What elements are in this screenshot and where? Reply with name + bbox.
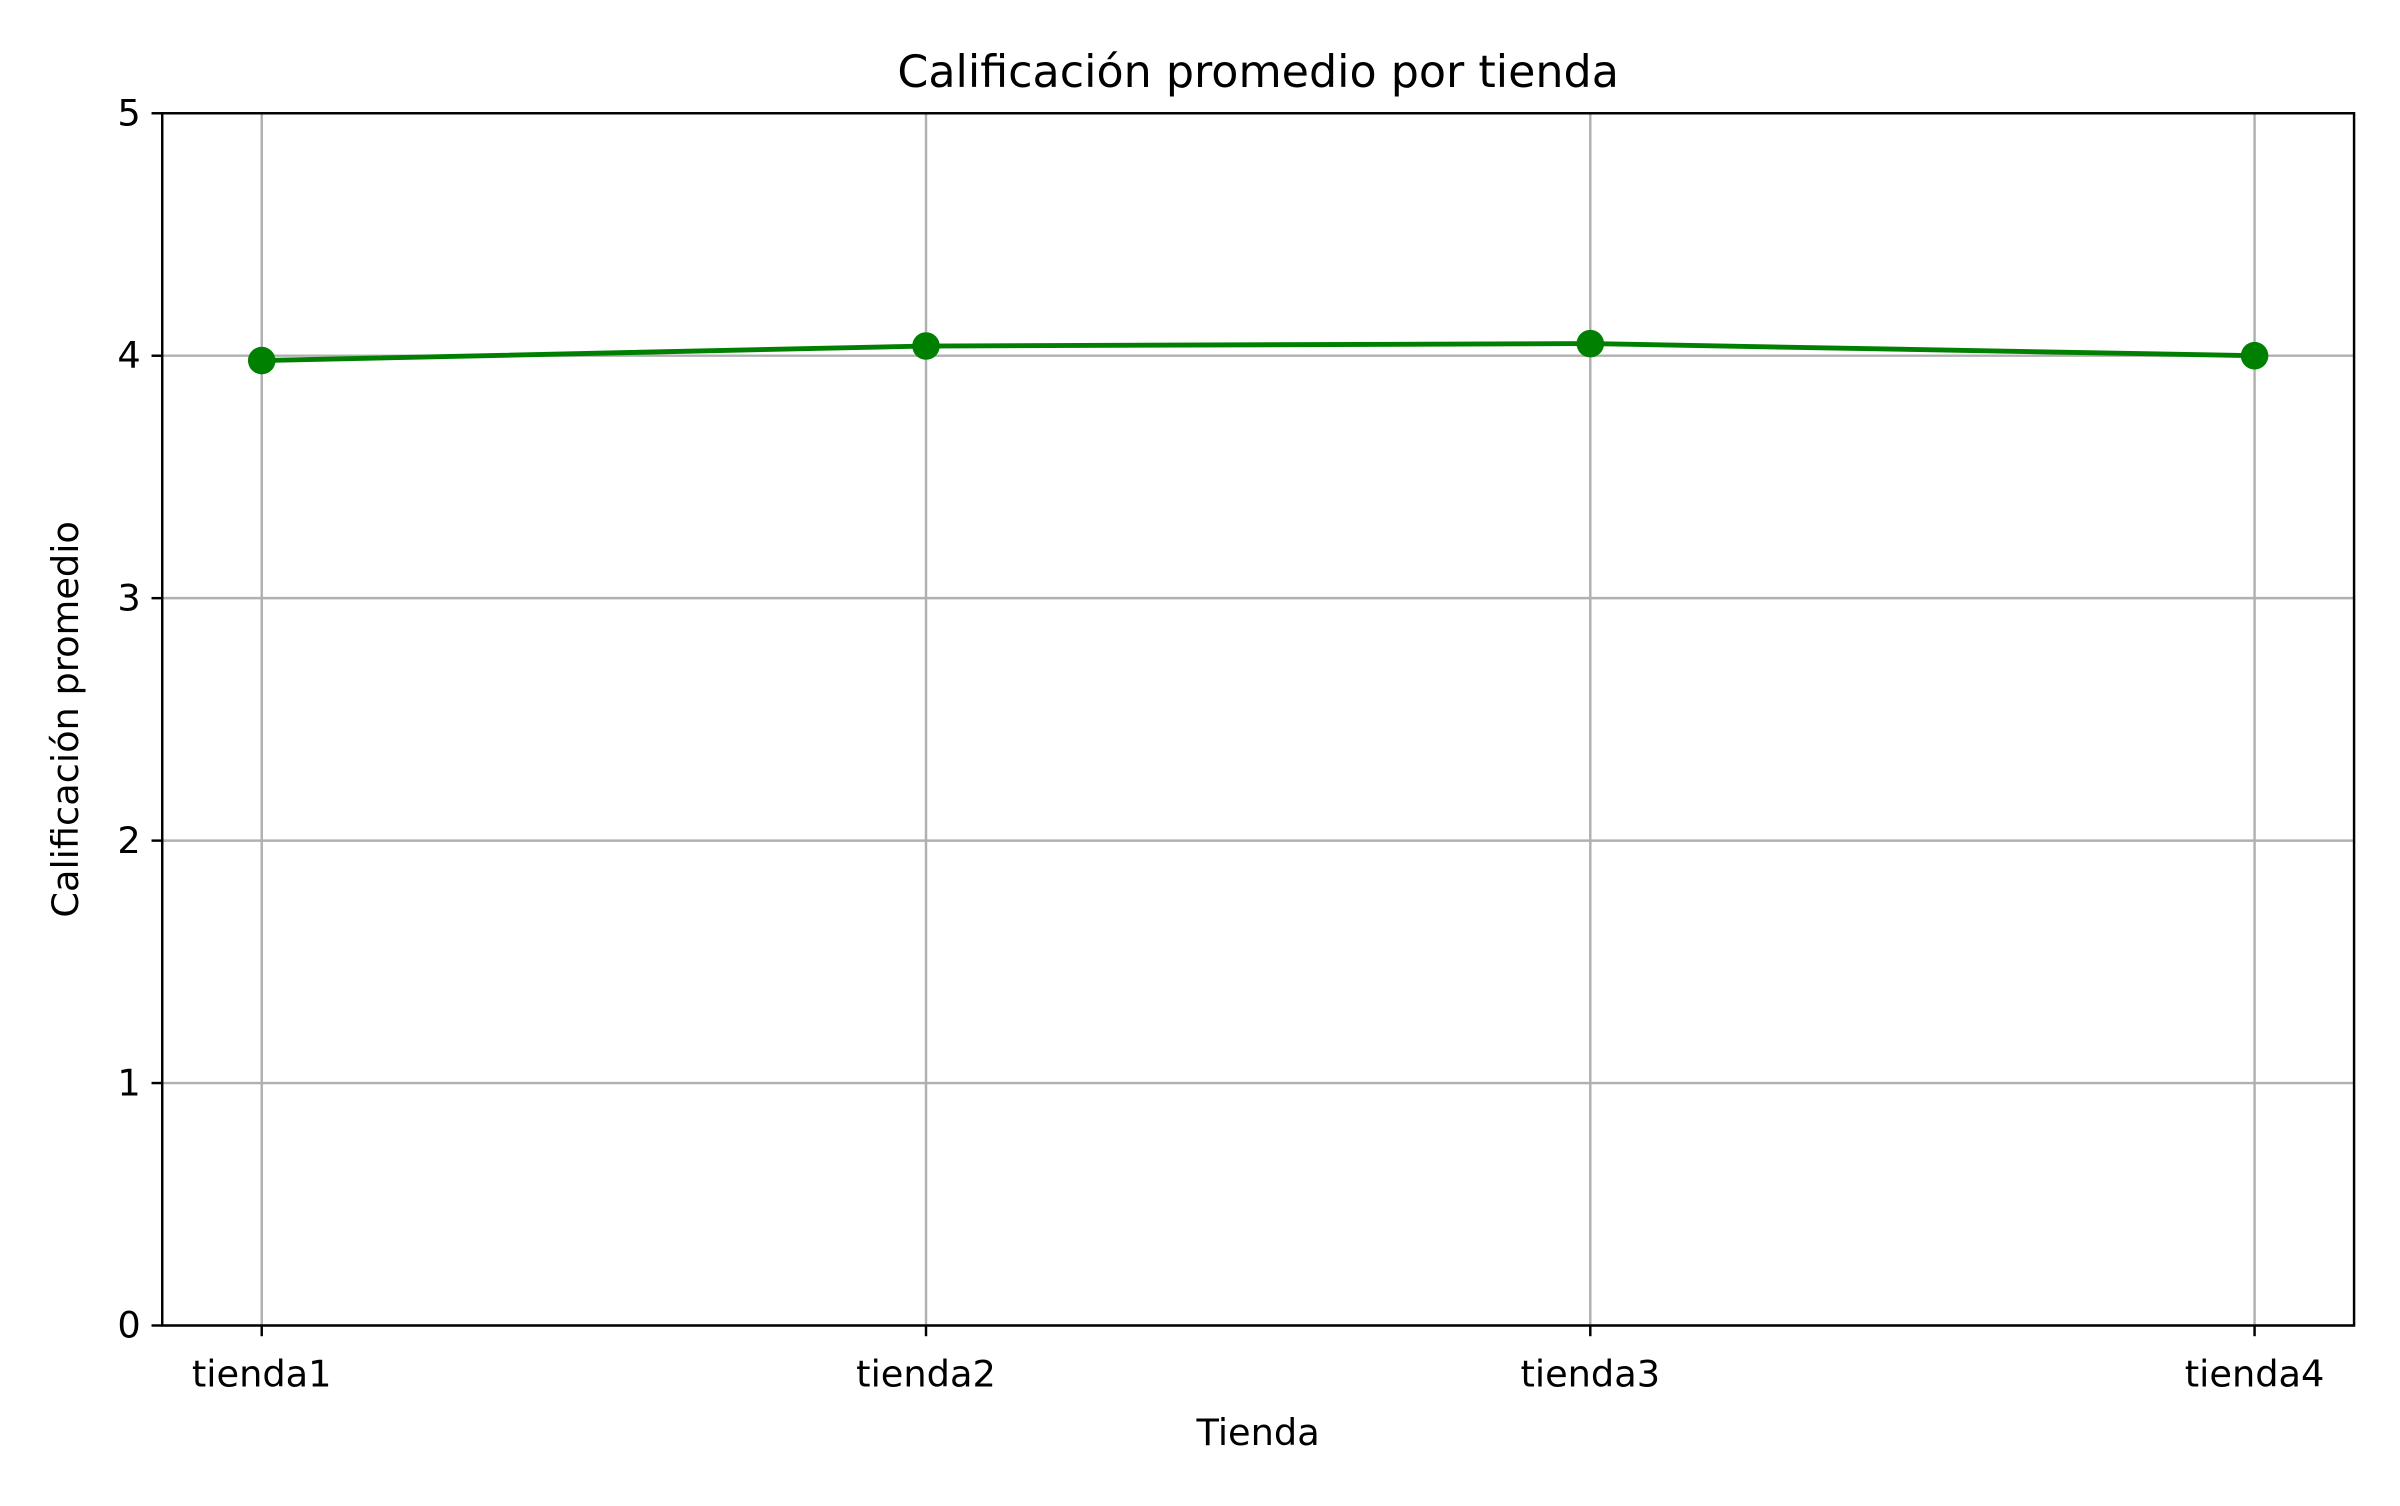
y-axis-label: Calificación promedio [44,521,87,918]
x-tick-label: tienda3 [1520,1353,1660,1396]
axis-ticks: 0 1 2 3 4 5 tienda1 tienda2 tienda3 tienda4 [117,92,2324,1396]
y-tick-label: 4 [117,334,140,377]
y-tick-label: 0 [117,1304,140,1347]
data-point-tienda1 [247,346,276,375]
x-axis-label: Tienda [1196,1411,1320,1454]
series-layer [247,329,2269,375]
x-tick-label: tienda2 [856,1353,996,1396]
plot-frame [161,112,2356,1327]
chart-title: Calificación promedio por tienda [897,47,1619,98]
y-tick-label: 1 [117,1061,140,1104]
data-point-tienda2 [912,332,940,360]
y-tick-label: 3 [117,576,140,619]
data-point-tienda3 [1576,329,1605,358]
y-tick-label: 2 [117,819,140,862]
x-tick-label: tienda4 [2185,1353,2325,1396]
x-tick-label: tienda1 [192,1353,332,1396]
grid-lines [162,112,2355,1327]
series-line [261,341,2255,364]
y-tick-label: 5 [117,92,140,135]
data-point-tienda4 [2240,341,2269,370]
